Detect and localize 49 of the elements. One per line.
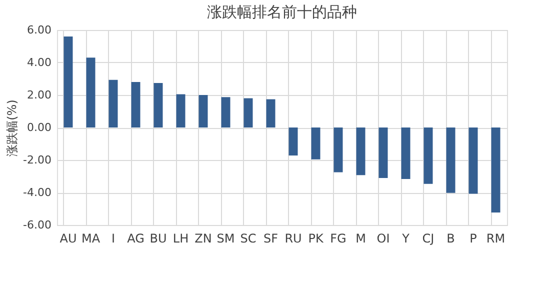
bar <box>424 128 433 184</box>
bar <box>468 128 478 194</box>
bar <box>198 95 208 128</box>
y-tick-label: -4.00 <box>23 186 52 199</box>
x-tick-label: AU <box>60 232 77 246</box>
bar <box>108 80 118 128</box>
x-tick-label: MA <box>81 232 101 246</box>
x-tick-label: PK <box>308 232 324 246</box>
x-tick-label: BU <box>150 232 167 246</box>
chart-title: 涨跌幅排名前十的品种 <box>207 3 357 21</box>
x-tick-label: SC <box>240 232 256 246</box>
x-tick-label: RM <box>486 232 506 246</box>
x-tick-label: RU <box>284 232 302 246</box>
bar <box>131 82 140 128</box>
x-tick-label: SF <box>263 232 278 246</box>
bar <box>356 128 366 176</box>
y-tick-label: 6.00 <box>27 24 52 36</box>
x-tick-label: FG <box>330 232 346 246</box>
y-axis-title: 涨跌幅(%) <box>5 100 20 156</box>
bar <box>86 58 96 128</box>
bar <box>334 128 343 172</box>
x-tick-label: SM <box>216 232 235 246</box>
x-tick-label: I <box>111 232 116 246</box>
bar <box>378 128 388 178</box>
x-tick-label: B <box>446 232 455 246</box>
bar <box>64 36 73 128</box>
x-tick-label: ZN <box>194 232 212 246</box>
bar <box>154 82 163 128</box>
y-tick-label: -2.00 <box>23 154 52 166</box>
bar <box>244 98 253 128</box>
bar <box>288 128 298 156</box>
bar <box>176 94 186 128</box>
x-tick-label: P <box>470 232 477 246</box>
x-tick-label: Y <box>401 232 410 246</box>
y-tick-label: 0.00 <box>27 121 52 134</box>
bar <box>266 99 276 128</box>
bar <box>311 128 320 160</box>
bar <box>446 128 456 193</box>
y-tick-label: -6.00 <box>23 218 52 232</box>
x-tick-label: M <box>356 232 366 246</box>
bar <box>491 128 500 212</box>
y-tick-label: 2.00 <box>27 88 52 102</box>
x-tick-label: AG <box>127 232 144 246</box>
y-tick-label: 4.00 <box>27 56 52 69</box>
bar <box>401 128 410 180</box>
x-tick-label: LH <box>172 232 189 246</box>
bar <box>221 97 230 128</box>
x-tick-label: CJ <box>422 232 434 246</box>
x-tick-label: OI <box>376 232 390 246</box>
